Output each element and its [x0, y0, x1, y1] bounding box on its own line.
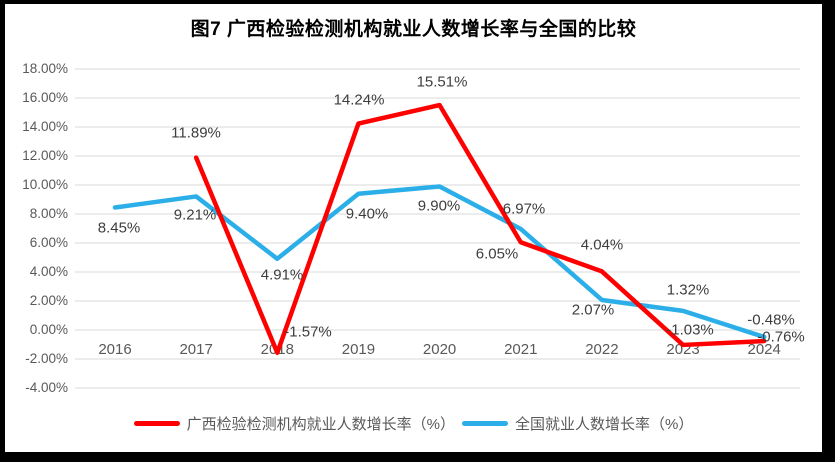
x-tick-label: 2017 — [179, 341, 213, 358]
x-tick-label: 2019 — [341, 341, 376, 358]
data-label: -0.48% — [747, 311, 795, 329]
y-tick-label: 10.00% — [22, 177, 68, 192]
data-label: 9.40% — [345, 205, 389, 223]
x-tick-label: 2021 — [504, 341, 538, 358]
data-label: 14.24% — [333, 91, 385, 109]
x-tick-label: 2016 — [98, 341, 132, 358]
data-label: 11.89% — [171, 124, 221, 142]
y-tick-label: 2.00% — [29, 293, 68, 308]
x-tick-label: 2022 — [585, 341, 619, 358]
legend: 广西检验检测机构就业人数增长率（%） 全国就业人数增长率（%） — [5, 413, 822, 434]
legend-line-national-icon — [462, 421, 508, 426]
y-tick-label: 12.00% — [22, 148, 68, 163]
legend-label-national: 全国就业人数增长率（%） — [515, 416, 694, 433]
legend-line-guangxi-icon — [133, 421, 180, 426]
y-tick-label: 4.00% — [29, 264, 68, 279]
y-tick-label: 6.00% — [29, 235, 68, 250]
legend-label-guangxi: 广西检验检测机构就业人数增长率（%） — [186, 416, 455, 433]
data-label: 4.04% — [580, 236, 624, 254]
data-label: -1.03% — [666, 321, 714, 339]
data-label: 2.07% — [571, 301, 615, 319]
y-tick-label: 14.00% — [22, 119, 68, 134]
data-label: 6.05% — [475, 245, 519, 263]
guangxi-series-line — [193, 102, 767, 356]
chart-background — [5, 4, 822, 452]
data-label: 1.32% — [666, 281, 710, 299]
data-label: 6.97% — [502, 200, 546, 218]
data-label: 9.21% — [173, 206, 217, 224]
y-tick-label: -4.00% — [25, 380, 68, 395]
x-tick-label: 2020 — [422, 341, 457, 358]
data-label: -0.76% — [757, 328, 805, 346]
data-label: -1.57% — [284, 323, 332, 341]
y-tick-label: 16.00% — [22, 90, 68, 105]
data-label: 4.91% — [260, 266, 304, 284]
y-tick-label: 8.00% — [29, 206, 68, 221]
y-tick-label: 18.00% — [22, 61, 68, 76]
chart-title: 图7 广西检验检测机构就业人数增长率与全国的比较 — [190, 19, 637, 40]
x-tick-label: 2024 — [747, 341, 781, 358]
data-label: 8.45% — [97, 219, 141, 237]
y-tick-label: -2.00% — [25, 351, 68, 366]
data-label: 15.51% — [416, 73, 468, 91]
data-label: 9.90% — [417, 197, 461, 215]
y-tick-label: 0.00% — [29, 322, 68, 337]
